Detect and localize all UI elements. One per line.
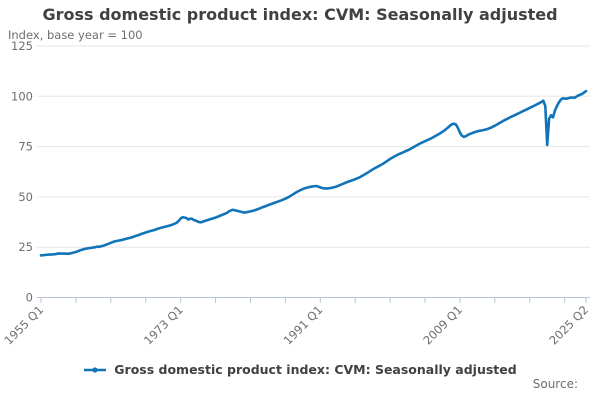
x-axis-tick-label: 2009 Q1: [420, 303, 465, 348]
y-axis-tick-label: 50: [18, 190, 33, 204]
x-axis-tick-label: 2025 Q2: [546, 303, 591, 348]
legend-series-label: Gross domestic product index: CVM: Seaso…: [114, 362, 517, 377]
y-axis-tick-label: 100: [11, 89, 33, 103]
chart-subtitle: Index, base year = 100: [8, 28, 143, 42]
x-axis-tick-label: 1973 Q1: [141, 303, 186, 348]
x-axis-tick-label: 1955 Q1: [1, 303, 46, 348]
y-axis-tick-label: 125: [11, 39, 33, 53]
legend[interactable]: Gross domestic product index: CVM: Seaso…: [0, 362, 600, 377]
x-axis-tick-label: 1991 Q1: [281, 303, 326, 348]
gdp-series-line[interactable]: [39, 89, 588, 257]
source-note: Source:: [532, 377, 578, 391]
y-axis-tick-label: 25: [18, 240, 33, 254]
y-axis-tick-label: 75: [18, 140, 33, 154]
legend-line-marker-icon: [84, 366, 107, 373]
y-axis-tick-label: 0: [26, 291, 33, 305]
chart-title: Gross domestic product index: CVM: Seaso…: [42, 5, 558, 24]
